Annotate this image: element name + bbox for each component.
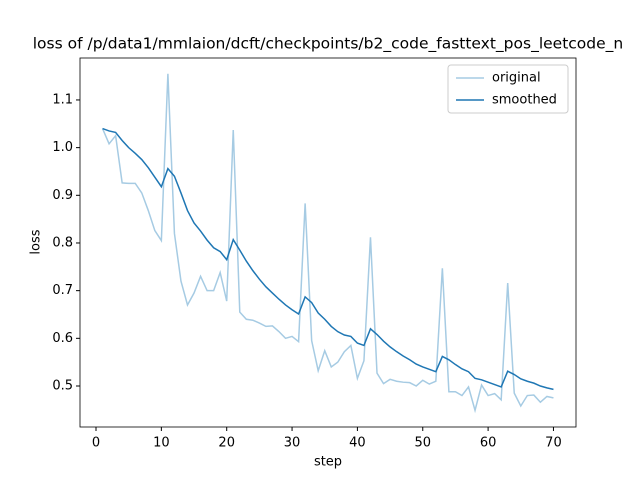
- legend-box: [447, 64, 569, 114]
- line: [102, 127, 554, 391]
- y-tick-label: 0.9: [52, 188, 73, 203]
- x-tick-label: 50: [414, 436, 431, 451]
- y-tick-label: 0.5: [52, 379, 73, 394]
- x-tick-label: 70: [545, 436, 562, 451]
- legend-label: original: [492, 71, 541, 86]
- y-tick-label: 0.7: [52, 283, 73, 298]
- y-tick-label: 0.6: [52, 331, 73, 346]
- x-tick-label: 60: [480, 436, 497, 451]
- x-tick-label: 0: [92, 436, 100, 451]
- line: [101, 73, 554, 414]
- x-tick-label: 40: [349, 436, 366, 451]
- x-axis-label: step: [314, 455, 342, 470]
- chart-title: loss of /p/data1/mmlaion/dcft/checkpoint…: [33, 35, 624, 54]
- y-tick-label: 0.8: [52, 235, 73, 250]
- y-tick-label: 1.0: [52, 140, 73, 155]
- x-tick-label: 20: [218, 436, 235, 451]
- y-axis-label: loss: [29, 229, 44, 254]
- x-tick-label: 30: [284, 436, 301, 451]
- x-tick-label: 10: [153, 436, 170, 451]
- legend-label: smoothed: [492, 93, 557, 108]
- y-tick-label: 1.1: [52, 92, 73, 107]
- plot-frame: [79, 57, 577, 428]
